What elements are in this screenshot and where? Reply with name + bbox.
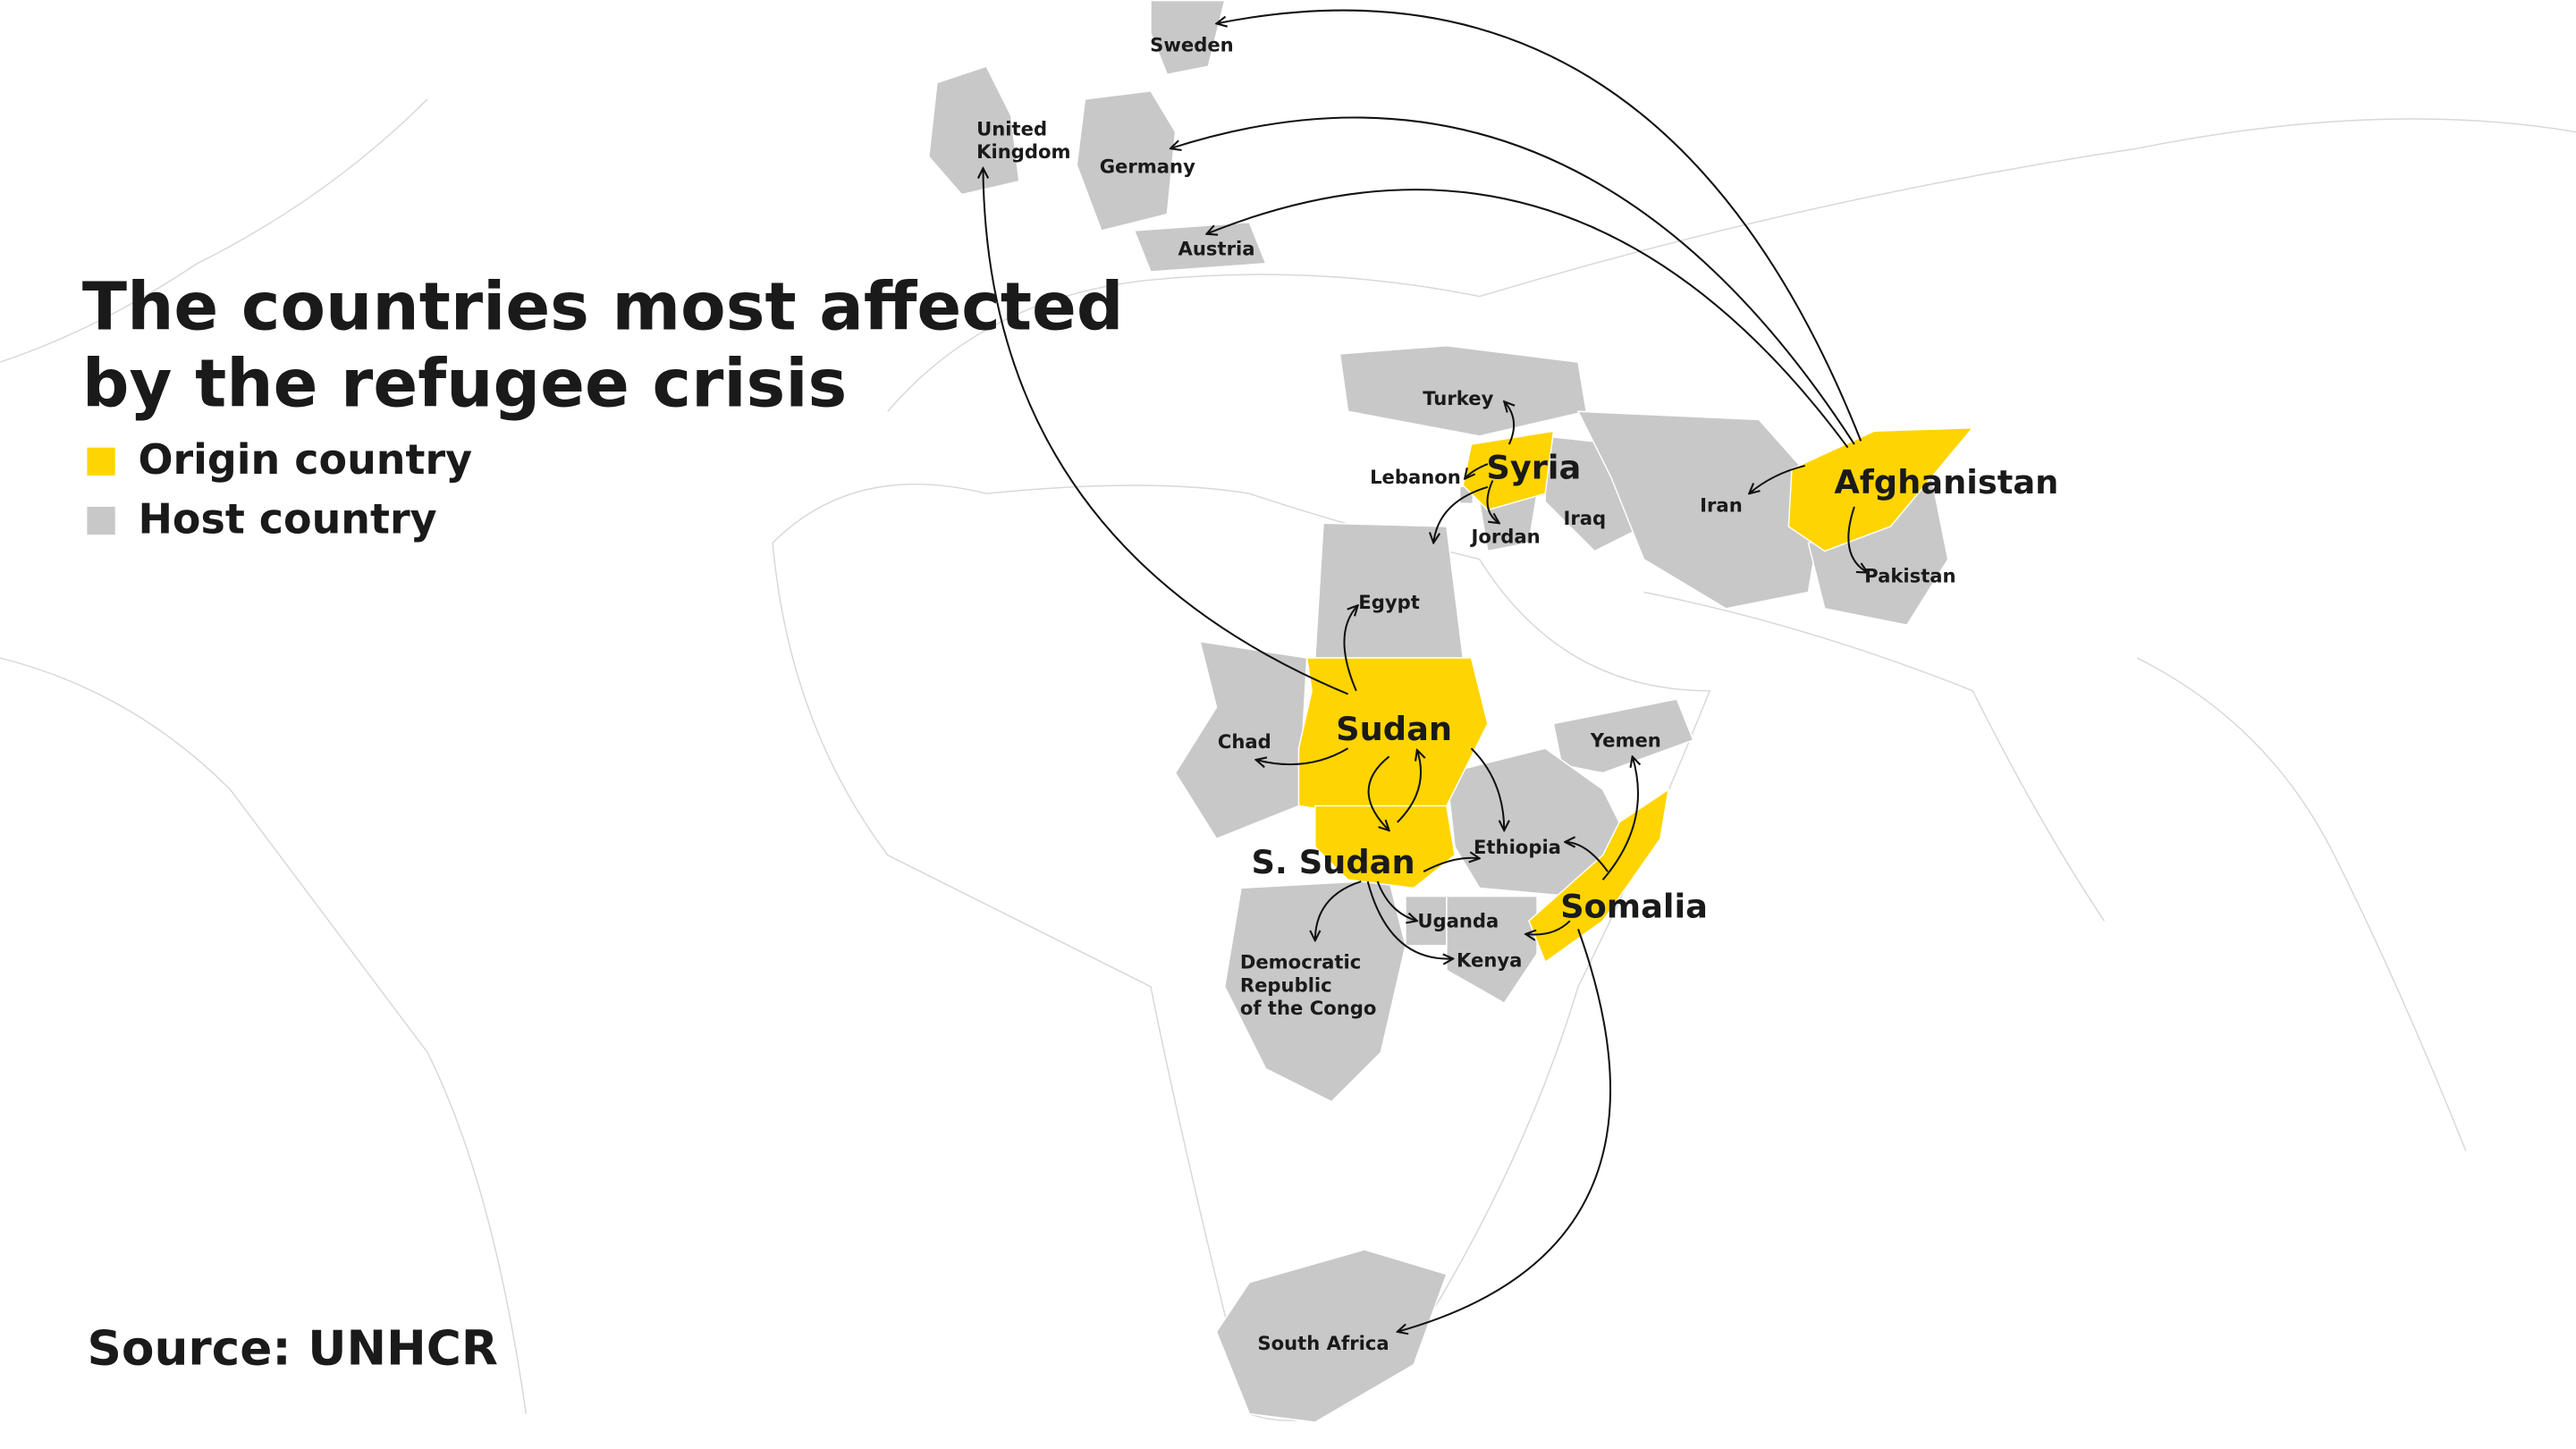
- host-label: Germany: [1100, 156, 1195, 178]
- origin-label: Sudan: [1336, 710, 1452, 748]
- host-label: Iran: [1700, 493, 1743, 516]
- flow-arrow: [1465, 463, 1489, 479]
- flow-arrow: [1565, 842, 1609, 872]
- host-country: [1552, 698, 1694, 774]
- flow-arrow: [1398, 929, 1611, 1331]
- host-label: Kingdom: [976, 140, 1070, 163]
- host-label: United: [976, 117, 1047, 139]
- origin-country: [1787, 426, 1974, 552]
- host-label: Austria: [1178, 238, 1255, 260]
- origin-label: S. Sudan: [1251, 843, 1415, 881]
- host-country: [1150, 0, 1226, 76]
- legend-swatch: [87, 447, 115, 476]
- flow-arrow: [1504, 401, 1514, 445]
- flow-arrow: [1366, 880, 1454, 959]
- flow-arrow: [1847, 506, 1867, 573]
- flow-arrow: [1367, 755, 1389, 830]
- flow-arrow: [1601, 756, 1638, 880]
- flow-arrow: [1256, 747, 1349, 764]
- flows: [983, 9, 1867, 1332]
- origin-country: [1314, 805, 1456, 889]
- host-label: Democratic: [1240, 951, 1361, 973]
- flow-arrow: [1315, 880, 1362, 940]
- host-label: Yemen: [1590, 729, 1661, 751]
- host-label: of the Congo: [1240, 997, 1377, 1019]
- flow-arrow: [1376, 880, 1417, 921]
- flow-arrow: [1749, 464, 1805, 493]
- flow-arrow: [1486, 480, 1499, 523]
- flow-arrow: [1217, 9, 1862, 442]
- background-land: [0, 98, 2576, 1421]
- host-label: Iraq: [1564, 507, 1607, 529]
- host-country: [928, 65, 1020, 196]
- host-label: Pakistan: [1864, 564, 1955, 586]
- legend: Origin country Host country: [87, 435, 472, 543]
- host-label: Republic: [1240, 973, 1332, 996]
- flow-arrow: [1470, 747, 1504, 830]
- host-label: Kenya: [1457, 949, 1522, 972]
- flow-arrow: [1206, 189, 1849, 449]
- flow-arrow: [983, 168, 1348, 695]
- host-country: [1076, 89, 1177, 232]
- host-label: Egypt: [1358, 591, 1420, 613]
- host-label: Ethiopia: [1474, 836, 1561, 858]
- source: Source: UNHCR: [87, 1321, 497, 1377]
- host-label: Turkey: [1423, 387, 1493, 409]
- legend-label: Host country: [138, 494, 436, 543]
- flow-arrow: [1525, 920, 1571, 934]
- flow-arrow: [1343, 605, 1357, 692]
- labels: Syria Afghanistan Sudan S. Sudan Somalia Swed…: [976, 34, 2058, 1354]
- origin-label: Afghanistan: [1834, 463, 2058, 501]
- legend-label: Origin country: [138, 435, 472, 484]
- flow-arrow: [1397, 750, 1421, 823]
- origin-label: Syria: [1486, 449, 1581, 487]
- host-country: [1576, 410, 1826, 610]
- title: The countries most affected: [82, 269, 1124, 345]
- origin-country: [1527, 788, 1670, 964]
- flow-arrow: [1423, 858, 1480, 872]
- title: by the refugee crisis: [82, 347, 847, 423]
- host-label: South Africa: [1257, 1332, 1389, 1354]
- host-label: Jordan: [1469, 525, 1540, 547]
- country-shapes: [928, 0, 1974, 1423]
- flow-arrow: [1170, 116, 1855, 445]
- host-country: [1215, 1249, 1448, 1423]
- host-label: Uganda: [1417, 910, 1499, 932]
- host-country: [1223, 879, 1406, 1103]
- flow-arrow: [1433, 485, 1489, 543]
- host-label: Sweden: [1150, 34, 1234, 56]
- host-label: Lebanon: [1370, 466, 1461, 488]
- origin-label: Somalia: [1560, 888, 1708, 926]
- legend-swatch: [87, 506, 115, 535]
- host-label: Chad: [1218, 730, 1271, 753]
